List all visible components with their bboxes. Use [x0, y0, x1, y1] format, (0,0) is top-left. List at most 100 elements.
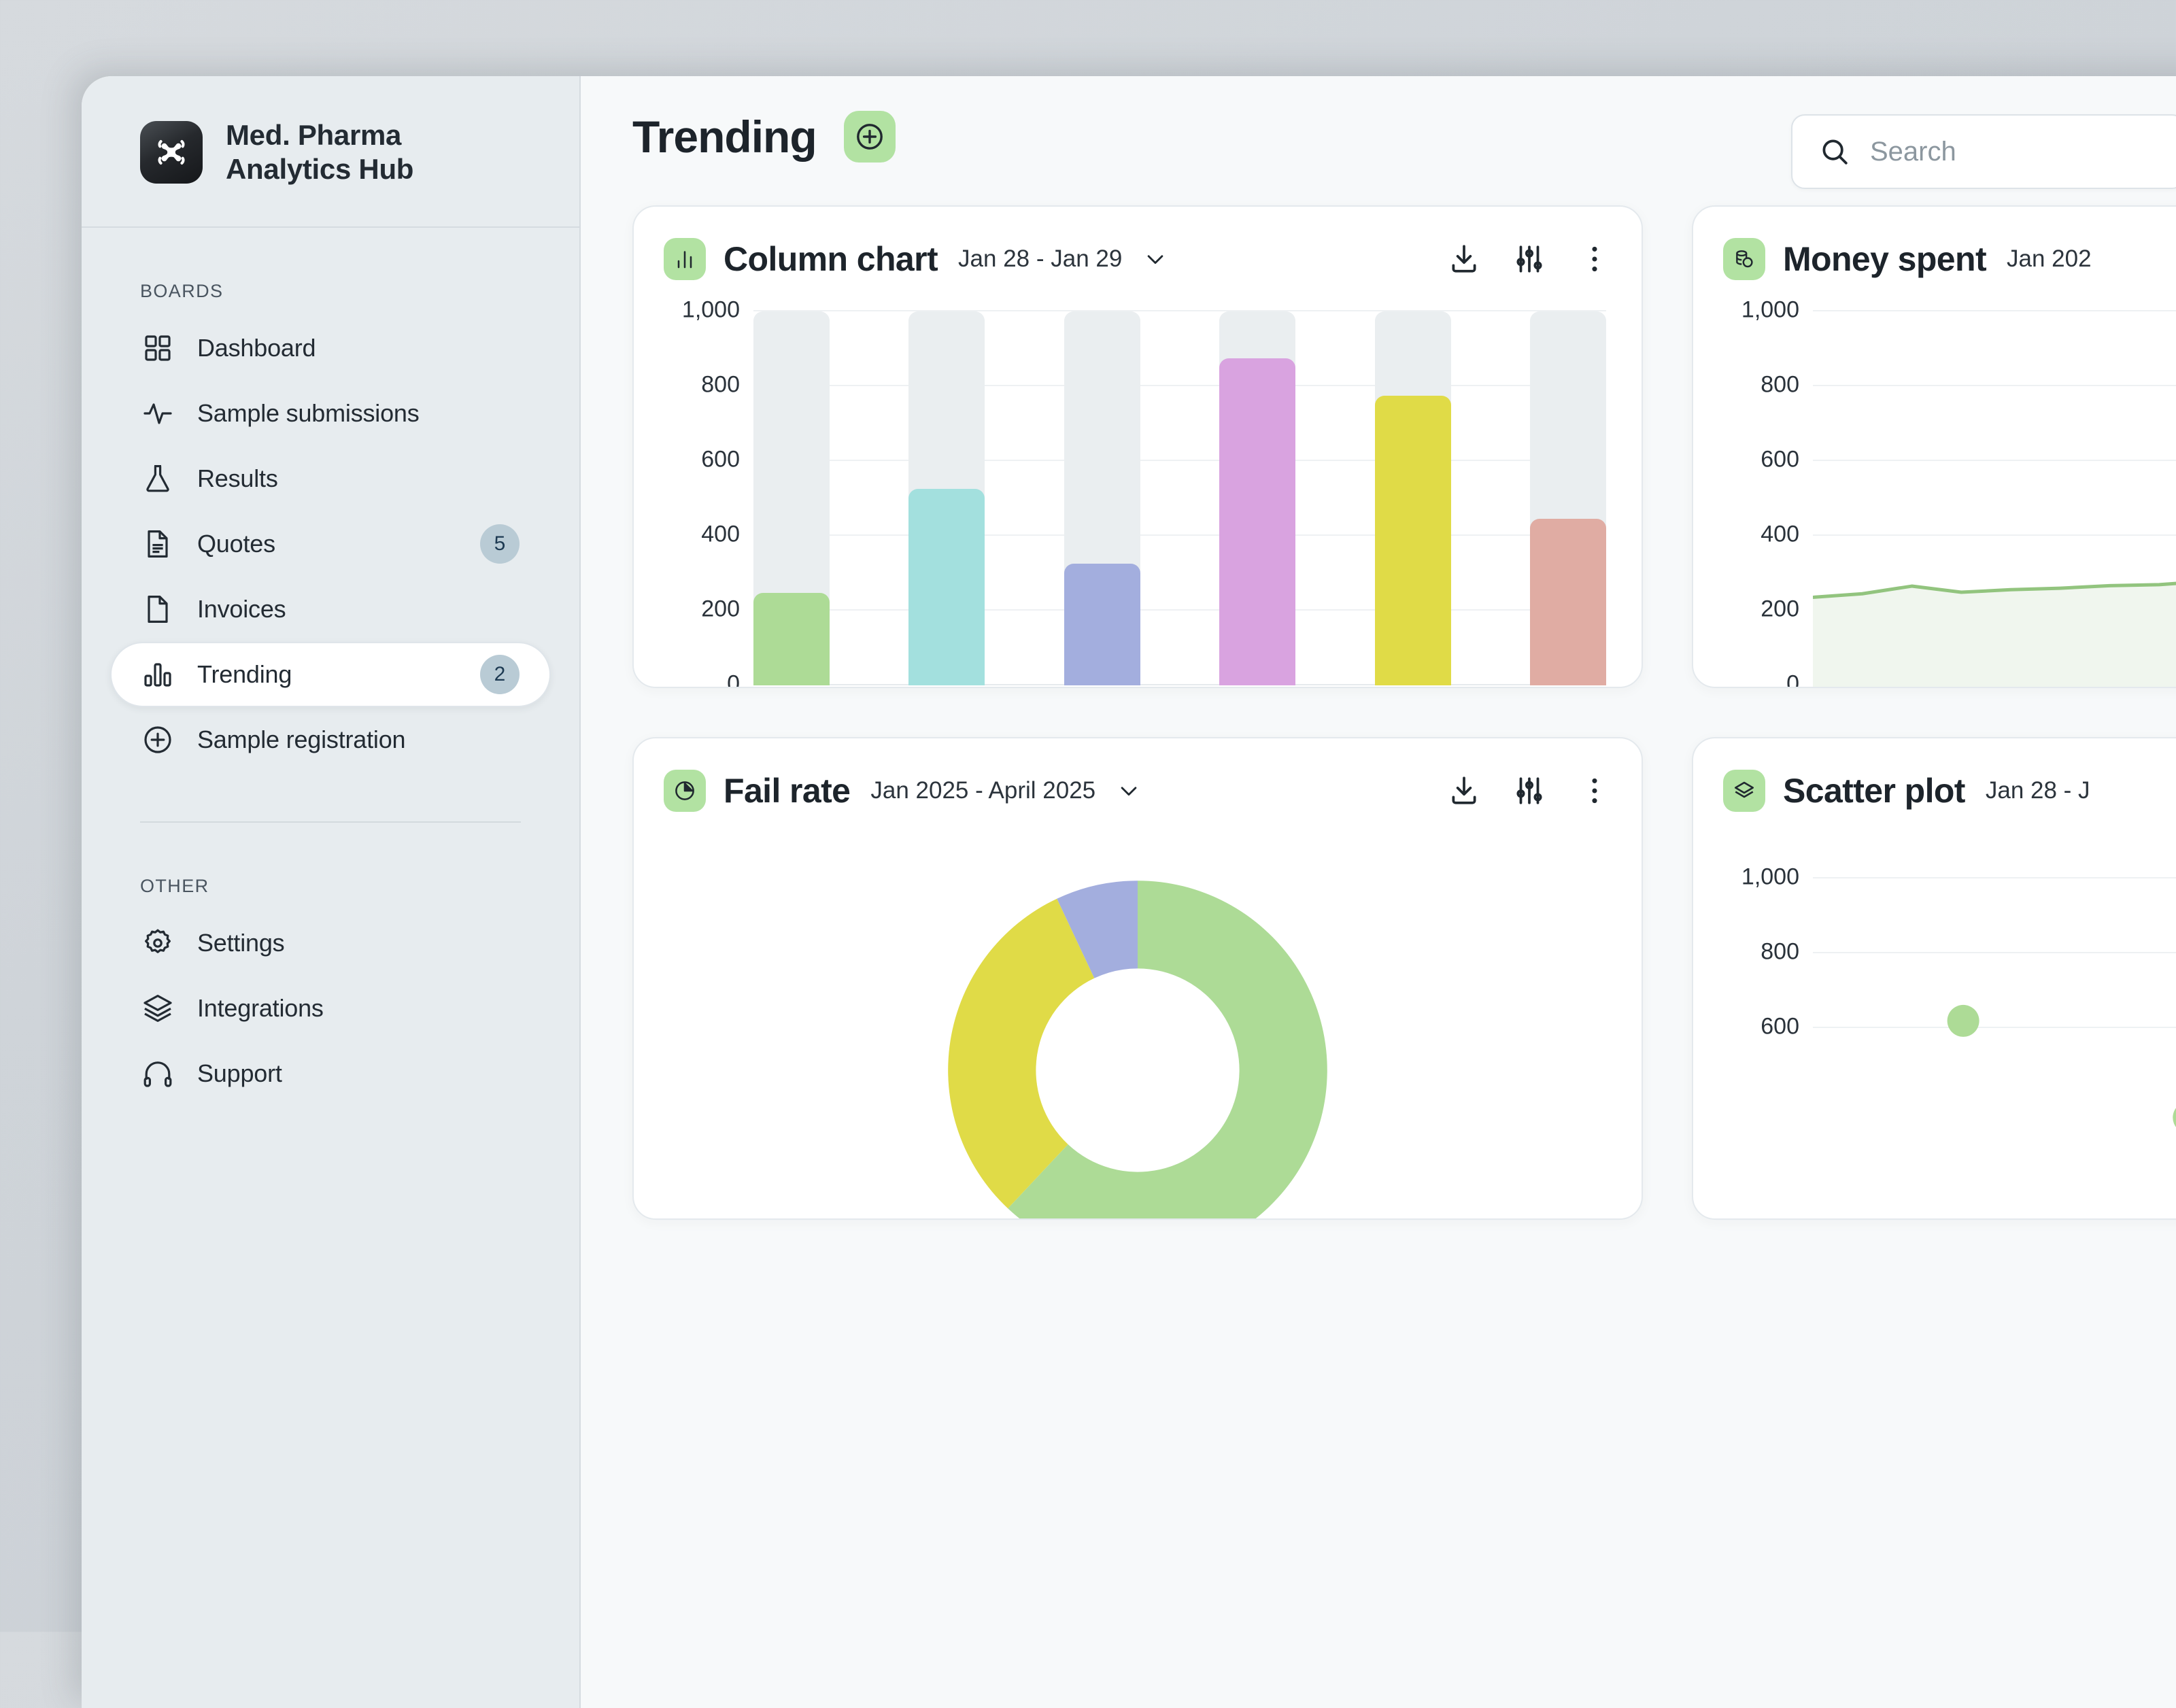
- column-chart: 1,000 800 600 400 200 0 Apple GreenApple: [664, 297, 1612, 687]
- kebab-menu-icon[interactable]: [1578, 774, 1612, 808]
- search-placeholder: Search: [1870, 136, 1956, 167]
- card-date-range[interactable]: Jan 202: [2007, 245, 2092, 272]
- sidebar-item-support[interactable]: Support: [110, 1041, 551, 1106]
- gridline: [1813, 460, 2176, 461]
- gridline: [753, 609, 1606, 611]
- donut-slice[interactable]: [948, 898, 1095, 1209]
- main-content: Trending Search: [581, 76, 2176, 1708]
- scatter-point[interactable]: [2173, 1101, 2176, 1133]
- chevron-down-icon[interactable]: [1117, 779, 1140, 802]
- bar-fill: [753, 592, 830, 685]
- y-tick-label: 1,000: [681, 296, 740, 323]
- y-tick-label: 1,000: [1741, 296, 1799, 323]
- sidebar-item-label: Integrations: [197, 994, 324, 1023]
- gridline-baseline: [753, 684, 1606, 685]
- page-header: Trending: [581, 76, 2176, 197]
- brand-header: Med. Pharma Analytics Hub: [82, 76, 579, 228]
- kebab-menu-icon[interactable]: [1578, 242, 1612, 276]
- card-title: Column chart: [724, 240, 938, 278]
- app-window: Med. Pharma Analytics Hub BOARDS Dashboa…: [82, 76, 2176, 1708]
- search-input[interactable]: Search: [1791, 114, 2176, 189]
- bar-slot[interactable]: [1374, 305, 1451, 685]
- y-tick-label: 800: [701, 371, 740, 398]
- bar-slot[interactable]: [1064, 305, 1140, 685]
- card-date-range[interactable]: Jan 2025 - April 2025: [870, 777, 1096, 804]
- card-date-range[interactable]: Jan 28 - J: [1985, 777, 2090, 804]
- card-actions: [1447, 242, 1612, 276]
- bar-slot[interactable]: [908, 305, 985, 685]
- cards-grid: Column chart Jan 28 - Jan 29 1,000 800 6…: [632, 205, 2176, 1708]
- sidebar-item-sample-submissions[interactable]: Sample submissions: [110, 381, 551, 446]
- area-fill: [1813, 583, 2176, 687]
- card-header: Scatter plot Jan 28 - J: [1723, 770, 2176, 812]
- card-column-chart: Column chart Jan 28 - Jan 29 1,000 800 6…: [632, 205, 1643, 688]
- y-tick-label: 600: [701, 446, 740, 473]
- bars-container: [753, 305, 1606, 685]
- plus-circle-icon: [141, 723, 174, 756]
- gridline: [753, 385, 1606, 386]
- y-tick-label: 800: [1761, 938, 1799, 965]
- bar-fill: [1219, 358, 1296, 685]
- add-board-button[interactable]: [843, 111, 896, 163]
- sidebar-item-label: Sample registration: [197, 725, 406, 754]
- sidebar-item-label: Sample submissions: [197, 399, 420, 428]
- y-tick-label: 400: [701, 521, 740, 547]
- coins-icon: [1723, 238, 1765, 280]
- donut-slice[interactable]: [1008, 881, 1327, 1220]
- download-icon[interactable]: [1447, 242, 1481, 276]
- gridline: [753, 310, 1606, 311]
- sliders-icon[interactable]: [1512, 774, 1546, 808]
- sidebar-item-label: Settings: [197, 929, 285, 957]
- scatter-point[interactable]: [1947, 1004, 1979, 1037]
- sidebar-nav-other: Settings Integrations: [82, 910, 579, 1106]
- y-tick-label: 0: [727, 670, 740, 688]
- status-badge: 5: [480, 524, 520, 564]
- gridline: [1813, 877, 2176, 878]
- download-icon[interactable]: [1447, 774, 1481, 808]
- bar-fill: [1529, 519, 1606, 685]
- sidebar-item-integrations[interactable]: Integrations: [110, 976, 551, 1041]
- bar-fill: [908, 489, 985, 685]
- sidebar-divider: [140, 821, 521, 823]
- bar-slot[interactable]: [1529, 305, 1606, 685]
- sliders-icon[interactable]: [1512, 242, 1546, 276]
- gridline: [1813, 952, 2176, 953]
- bar-slot[interactable]: [1219, 305, 1296, 685]
- card-scatter-plot: Scatter plot Jan 28 - J 1,000 800 600: [1692, 737, 2176, 1220]
- bar-fill: [1064, 564, 1140, 685]
- y-tick-label: 600: [1761, 446, 1799, 473]
- flask-icon: [141, 462, 174, 495]
- donut-slice[interactable]: [1057, 881, 1138, 978]
- sidebar-item-dashboard[interactable]: Dashboard: [110, 315, 551, 381]
- sidebar-item-sample-registration[interactable]: Sample registration: [110, 707, 551, 772]
- bar-slot[interactable]: [753, 305, 830, 685]
- sidebar-item-results[interactable]: Results: [110, 446, 551, 511]
- scatter-chart: 1,000 800 600: [1723, 836, 2176, 1217]
- plus-circle-icon: [856, 124, 883, 150]
- bar-chart-icon: [664, 238, 706, 280]
- sidebar-section-boards-label: BOARDS: [140, 281, 224, 302]
- area-line: [1813, 561, 2176, 598]
- drone-icon: [140, 120, 203, 184]
- sidebar-item-trending[interactable]: Trending 2: [110, 642, 551, 708]
- sidebar-item-label: Trending: [197, 660, 292, 689]
- sidebar-item-label: Dashboard: [197, 334, 316, 362]
- gear-icon: [141, 927, 174, 959]
- sidebar-item-label: Quotes: [197, 530, 275, 558]
- sidebar-item-invoices[interactable]: Invoices: [110, 577, 551, 642]
- document-lines-icon: [141, 528, 174, 560]
- sidebar: Med. Pharma Analytics Hub BOARDS Dashboa…: [82, 76, 581, 1708]
- chevron-down-icon[interactable]: [1144, 247, 1167, 271]
- sidebar-item-settings[interactable]: Settings: [110, 910, 551, 976]
- card-date-range[interactable]: Jan 28 - Jan 29: [958, 245, 1123, 272]
- y-tick-label: 200: [701, 596, 740, 622]
- brand-name: Med. Pharma Analytics Hub: [226, 119, 414, 185]
- page-title: Trending: [632, 112, 817, 162]
- bar-chart-icon: [141, 658, 174, 691]
- sidebar-item-quotes[interactable]: Quotes 5: [110, 511, 551, 577]
- card-title: Fail rate: [724, 772, 851, 810]
- activity-pulse-icon: [141, 397, 174, 430]
- card-title: Scatter plot: [1783, 772, 1965, 810]
- layers-icon: [1723, 770, 1765, 812]
- gridline: [1813, 1027, 2176, 1028]
